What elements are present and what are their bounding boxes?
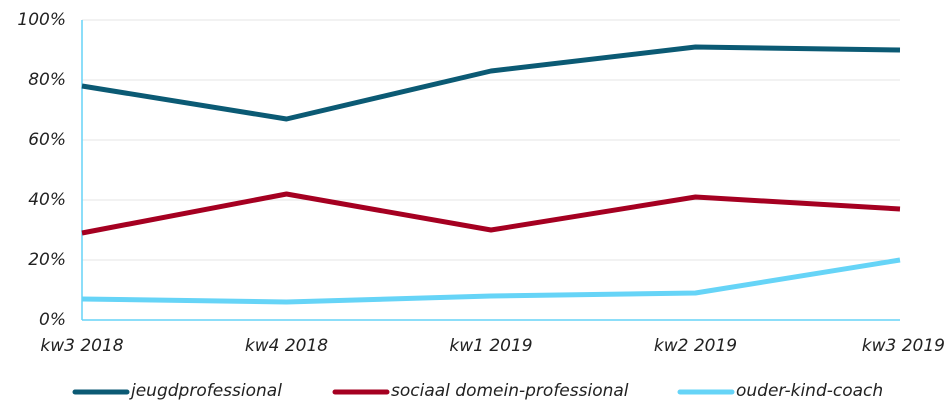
- y-tick-label: 60%: [28, 130, 66, 150]
- x-tick-label: kw1 2019: [449, 336, 532, 356]
- y-tick-label: 100%: [17, 10, 66, 30]
- legend-label: ouder-kind-coach: [736, 381, 883, 401]
- legend-label: sociaal domein-professional: [391, 381, 629, 401]
- y-tick-label: 0%: [39, 310, 66, 330]
- y-tick-label: 40%: [28, 190, 66, 210]
- line-series: [81, 44, 901, 122]
- x-tick-label: kw4 2018: [245, 336, 328, 356]
- x-tick-label: kw3 2019: [862, 336, 945, 356]
- y-tick-label: 80%: [28, 70, 66, 90]
- line-series: [81, 257, 901, 305]
- line-series: [81, 191, 901, 236]
- y-tick-label: 20%: [28, 250, 66, 270]
- legend-label: jeugdprofessional: [129, 381, 282, 401]
- x-tick-label: kw2 2019: [654, 336, 737, 356]
- x-tick-label: kw3 2018: [40, 336, 123, 356]
